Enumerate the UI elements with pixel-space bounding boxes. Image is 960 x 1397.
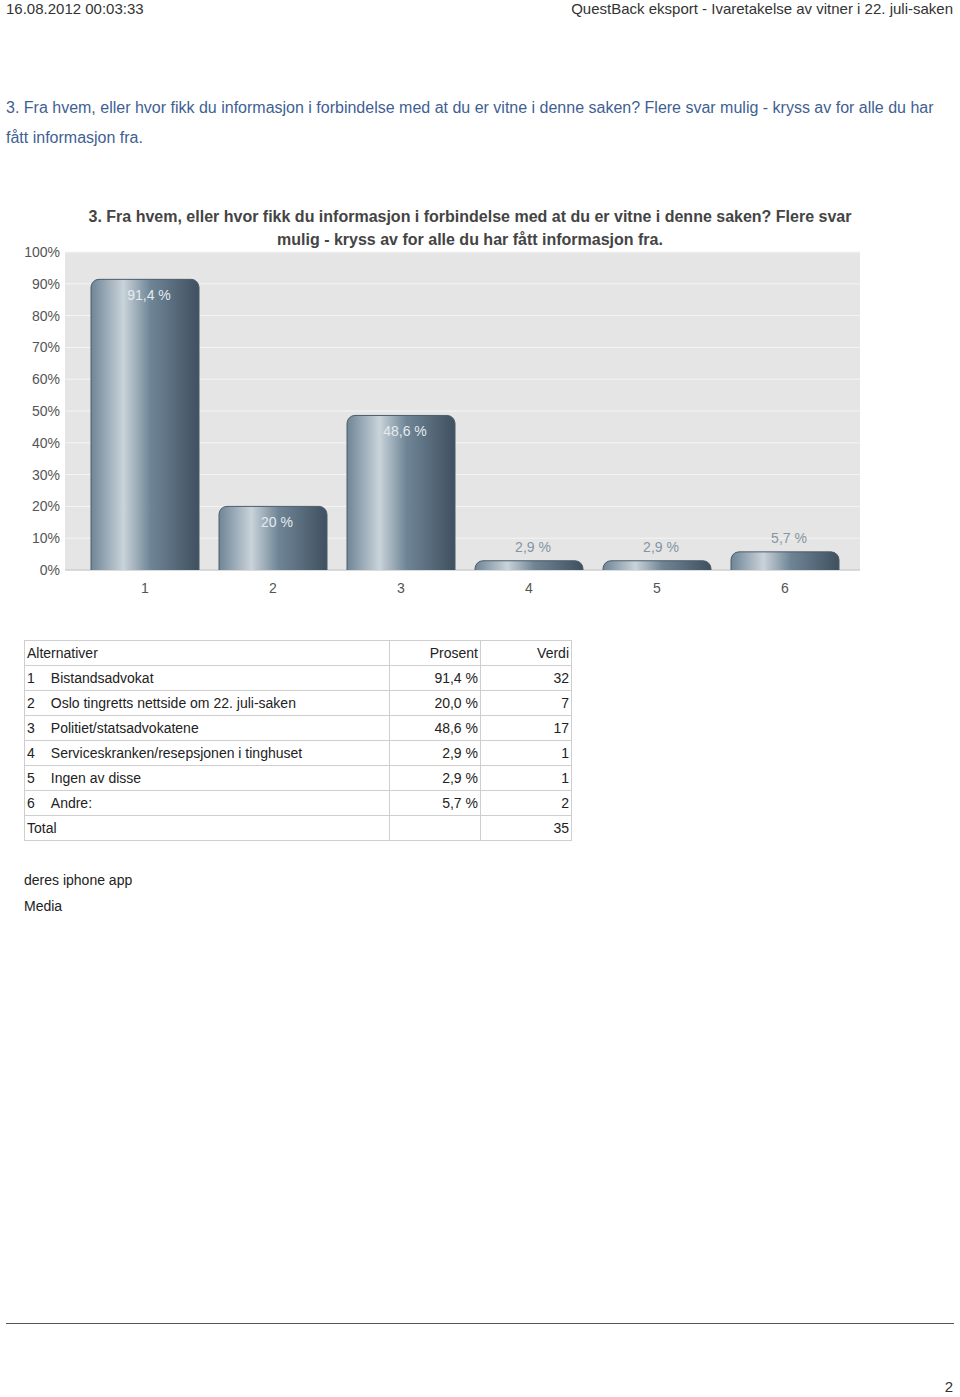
- x-tick-label: 6: [781, 580, 789, 596]
- row-index: 5: [27, 770, 35, 786]
- row-percent: 48,6 %: [434, 720, 478, 736]
- other-answer: deres iphone app: [24, 872, 132, 888]
- row-percent: 5,7 %: [442, 795, 478, 811]
- row-index: 6: [27, 795, 35, 811]
- column-header: Alternativer: [27, 645, 98, 661]
- table-cell: Total: [25, 816, 390, 841]
- row-count: 1: [561, 745, 569, 761]
- bars: [91, 279, 839, 570]
- header-title: QuestBack eksport - Ivaretakelse av vitn…: [571, 0, 953, 17]
- x-tick-label: 4: [525, 580, 533, 596]
- row-percent: 91,4 %: [434, 670, 478, 686]
- row-percent: 2,9 %: [442, 745, 478, 761]
- table-cell: 6 Andre:: [25, 791, 390, 816]
- header-timestamp: 16.08.2012 00:03:33: [6, 0, 144, 17]
- table-cell: 2 Oslo tingretts nettside om 22. juli-sak…: [25, 691, 390, 716]
- row-index: 1: [27, 670, 35, 686]
- table-cell: 5,7 %: [390, 791, 481, 816]
- table-cell: 7: [481, 691, 572, 716]
- y-tick-label: 40%: [32, 435, 60, 451]
- x-tick-label: 5: [653, 580, 661, 596]
- chart-title: 3. Fra hvem, eller hvor fikk du informas…: [89, 208, 852, 248]
- row-count: 2: [561, 795, 569, 811]
- data-label: 48,6 %: [383, 423, 427, 439]
- results-table: Alternativer Prosent Verdi 1 Bistandsadvokat…: [24, 640, 572, 841]
- table-cell: 91,4 %: [390, 666, 481, 691]
- y-tick-label: 10%: [32, 530, 60, 546]
- table-cell: 3 Politiet/statsadvokatene: [25, 716, 390, 741]
- data-label: 5,7 %: [771, 530, 807, 546]
- y-tick-label: 80%: [32, 308, 60, 324]
- row-index: 3: [27, 720, 35, 736]
- bar: [475, 561, 583, 570]
- table-cell: Verdi: [481, 641, 572, 666]
- table-cell: 20,0 %: [390, 691, 481, 716]
- row-count: 1: [561, 770, 569, 786]
- table-cell: 2,9 %: [390, 741, 481, 766]
- data-label: 91,4 %: [127, 287, 171, 303]
- row-label: Bistandsadvokat: [51, 670, 154, 686]
- table-cell: 48,6 %: [390, 716, 481, 741]
- table-cell: 1: [481, 741, 572, 766]
- total-label: Total: [27, 820, 57, 836]
- y-tick-label: 0%: [40, 562, 60, 578]
- data-label: 20 %: [261, 514, 293, 530]
- y-tick-label: 70%: [32, 339, 60, 355]
- row-index: 4: [27, 745, 35, 761]
- row-index: 2: [27, 695, 35, 711]
- row-count: 7: [561, 695, 569, 711]
- y-tick-label: 100%: [24, 244, 60, 260]
- column-header: Verdi: [537, 645, 569, 661]
- question-text: 3. Fra hvem, eller hvor fikk du informas…: [6, 93, 956, 153]
- table-cell: 1 Bistandsadvokat: [25, 666, 390, 691]
- table-cell: 32: [481, 666, 572, 691]
- y-tick-label: 90%: [32, 276, 60, 292]
- y-tick-label: 60%: [32, 371, 60, 387]
- x-tick-label: 1: [141, 580, 149, 596]
- table-cell: [390, 816, 481, 841]
- y-tick-label: 50%: [32, 403, 60, 419]
- grid-line: [65, 252, 860, 253]
- table-cell: 1: [481, 766, 572, 791]
- table-cell: 17: [481, 716, 572, 741]
- bar: [347, 415, 455, 570]
- bar: [731, 552, 839, 570]
- x-tick-label: 2: [269, 580, 277, 596]
- row-percent: 2,9 %: [442, 770, 478, 786]
- table-cell: 4 Serviceskranken/resepsjonen i tinghuset: [25, 741, 390, 766]
- row-count: 17: [553, 720, 569, 736]
- total-value: 35: [553, 820, 569, 836]
- row-label: Serviceskranken/resepsjonen i tinghuset: [51, 745, 302, 761]
- row-label: Oslo tingretts nettside om 22. juli-sake…: [51, 695, 296, 711]
- table-cell: 35: [481, 816, 572, 841]
- page-number: 2: [945, 1378, 953, 1395]
- column-header: Prosent: [430, 645, 478, 661]
- x-tick-label: 3: [397, 580, 405, 596]
- row-label: Ingen av disse: [51, 770, 141, 786]
- table-cell: 5 Ingen av disse: [25, 766, 390, 791]
- other-answer: Media: [24, 898, 62, 914]
- y-tick-label: 30%: [32, 467, 60, 483]
- data-label: 2,9 %: [643, 539, 679, 555]
- row-label: Politiet/statsadvokatene: [51, 720, 199, 736]
- y-tick-label: 20%: [32, 498, 60, 514]
- table-cell: 2: [481, 791, 572, 816]
- row-percent: 20,0 %: [434, 695, 478, 711]
- bar: [91, 279, 199, 570]
- row-label: Andre:: [51, 795, 92, 811]
- bar: [219, 506, 327, 570]
- table-cell: Alternativer: [25, 641, 390, 666]
- row-count: 32: [553, 670, 569, 686]
- footer-rule: [6, 1323, 954, 1324]
- table-cell: 2,9 %: [390, 766, 481, 791]
- data-label: 2,9 %: [515, 539, 551, 555]
- bar: [603, 561, 711, 570]
- table-cell: Prosent: [390, 641, 481, 666]
